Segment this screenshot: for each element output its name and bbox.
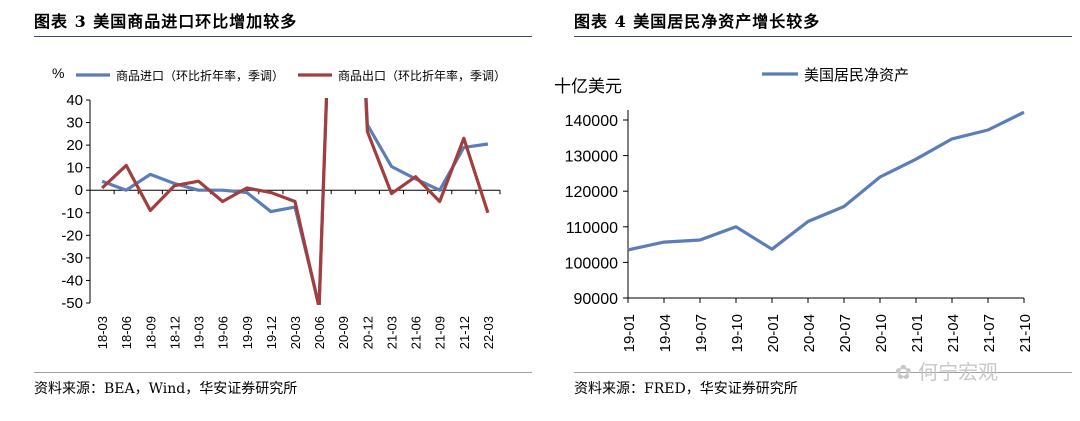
right-legend-label-0: 美国居民净资产 — [804, 66, 909, 84]
left-x-tick-label: 21-12 — [457, 316, 472, 349]
left-x-tick-label: 20-03 — [288, 316, 303, 349]
right-x-tick-label: 19-10 — [729, 314, 746, 352]
left-chart-title: 图表 3 美国商品进口环比增加较多 — [34, 12, 298, 31]
right-x-tick-label: 19-01 — [621, 314, 638, 352]
watermark-text: 何宁宏观 — [918, 360, 999, 384]
left-y-tick-label: 10 — [66, 160, 83, 177]
left-x-tick-label: 20-12 — [360, 316, 375, 349]
left-x-tick-label: 20-09 — [336, 316, 351, 349]
left-unit-label: % — [52, 65, 64, 81]
left-x-tick-label: 22-03 — [481, 316, 496, 349]
left-x-tick-label: 18-12 — [167, 316, 182, 349]
left-y-tick-label: -20 — [61, 227, 83, 244]
right-chart-svg: 140000 130000 120000 110000 100000 9000019-01… — [554, 66, 1034, 352]
left-x-tick-label: 21-06 — [409, 316, 424, 349]
left-x-tick-label: 20-06 — [312, 316, 327, 349]
left-series-line-0 — [101, 98, 489, 305]
left-title-rule — [34, 36, 532, 37]
left-chart-svg: 40 30 20 10 0 -10 -20 -30 -40 -50 18-03 18-06 18-09 1… — [52, 65, 506, 349]
left-x-tick-label: 18-09 — [143, 316, 158, 349]
left-y-tick-label: 30 — [66, 115, 83, 132]
right-y-tick-label: 140000 — [565, 113, 618, 130]
right-chart-panel: 图表 4 美国居民净资产增长较多 140000 130000 120000 11000… — [540, 0, 1080, 421]
right-x-tick-label: 21-04 — [945, 314, 962, 352]
left-y-tick-label: 20 — [66, 137, 83, 154]
left-source-rule — [34, 372, 532, 373]
right-x-tick-label: 21-07 — [981, 314, 998, 352]
right-y-tick-label: 100000 — [565, 255, 618, 272]
left-y-tick-label: -10 — [61, 205, 83, 222]
right-y-tick-label: 120000 — [565, 184, 618, 201]
right-source-rule — [574, 372, 1072, 373]
left-y-tick-label: -30 — [61, 250, 83, 267]
left-chart-source: 资料来源：BEA，Wind，华安证券研究所 — [34, 381, 298, 397]
right-y-tick-label: 110000 — [566, 220, 618, 237]
left-x-tick-label: 21-09 — [433, 316, 448, 349]
right-series-line-0 — [627, 110, 1025, 252]
right-x-tick-label: 21-10 — [1017, 314, 1034, 352]
left-x-tick-label: 21-03 — [384, 316, 399, 349]
left-x-tick-label: 18-06 — [119, 316, 134, 349]
left-legend-label-1: 商品出口（环比折年率，季调） — [338, 68, 506, 83]
right-unit-label: 十亿美元 — [554, 77, 622, 97]
left-x-tick-label: 19-03 — [192, 316, 207, 349]
right-y-tick-label: 90000 — [574, 291, 619, 308]
left-x-tick-label: 19-09 — [240, 316, 255, 349]
left-series-line-1 — [101, 98, 490, 305]
wechat-icon: ✿ — [895, 360, 912, 384]
right-x-tick-label: 19-07 — [693, 314, 710, 352]
right-y-tick-label: 130000 — [565, 149, 618, 166]
left-y-tick-label: -40 — [61, 272, 83, 289]
right-x-tick-label: 21-01 — [909, 314, 926, 352]
watermark: ✿ 何宁宏观 — [895, 356, 998, 385]
left-chart-panel: 图表 3 美国商品进口环比增加较多 40 30 20 10 0 -10 -20 -30 -40 -… — [34, 12, 532, 397]
left-x-tick-label: 18-03 — [95, 316, 110, 349]
right-chart-source: 资料来源：FRED，华安证券研究所 — [574, 381, 798, 397]
left-legend-label-0: 商品进口（环比折年率，季调） — [116, 68, 284, 83]
left-x-tick-label: 19-12 — [264, 316, 279, 349]
right-x-tick-label: 19-04 — [657, 314, 674, 352]
right-x-tick-label: 20-01 — [765, 314, 782, 352]
left-y-tick-label: 0 — [75, 182, 83, 199]
left-y-tick-label: 40 — [66, 92, 83, 109]
left-y-tick-label: -50 — [61, 295, 83, 312]
right-chart-title: 图表 4 美国居民净资产增长较多 — [574, 12, 821, 31]
right-title-rule — [574, 36, 1072, 37]
left-x-tick-label: 19-06 — [216, 316, 231, 349]
right-x-tick-label: 20-04 — [801, 314, 818, 352]
right-x-tick-label: 20-07 — [837, 314, 854, 352]
right-x-tick-label: 20-10 — [873, 314, 890, 352]
